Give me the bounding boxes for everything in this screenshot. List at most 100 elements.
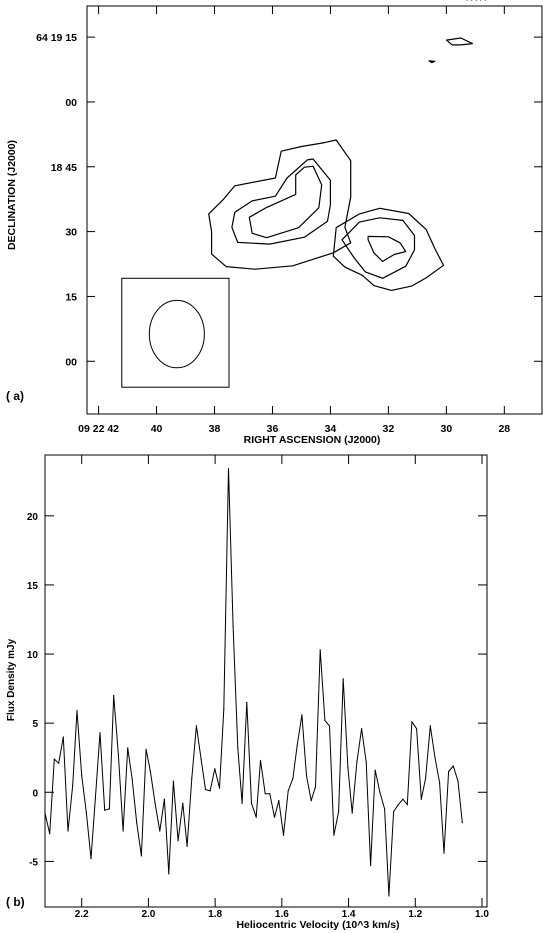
spectrum-point	[319, 649, 321, 651]
y-tick-label: 15	[27, 581, 39, 592]
contour-line	[208, 139, 352, 270]
spectrum-point	[145, 748, 147, 751]
spectrum-point	[237, 747, 239, 749]
spectrum-point	[209, 790, 211, 792]
beam-ellipse	[148, 299, 205, 369]
x-tick-label: 1.2	[408, 909, 422, 920]
spectrum-point	[411, 721, 413, 723]
spectrum-point	[278, 800, 280, 802]
spectrum-point	[397, 804, 399, 806]
contour-line	[248, 165, 323, 239]
spectrum-point	[370, 864, 372, 867]
spectrum-point	[58, 762, 60, 764]
spectrum-point	[53, 758, 55, 760]
panel-b-xlabel: Heliocentric Velocity (10^3 km/s)	[236, 919, 399, 931]
spectrum-point	[127, 747, 129, 749]
panel-a-frame	[86, 5, 543, 415]
spectrum-point	[168, 873, 170, 875]
spectrum-point	[379, 791, 381, 793]
y-tick-label: 0	[32, 788, 38, 799]
spectrum-point	[314, 786, 317, 788]
spectrum-point	[461, 822, 463, 824]
spectrum-point	[457, 780, 459, 782]
x-tick-label: 38	[209, 423, 221, 435]
x-tick-label: 2.0	[141, 909, 155, 920]
contour-line	[231, 158, 331, 245]
spectrum-point	[347, 766, 349, 769]
spectrum-point	[264, 793, 266, 795]
spectrum-point	[94, 797, 96, 799]
spectrum-point	[406, 804, 408, 806]
spectrum-point	[273, 816, 276, 818]
spectrum-point	[255, 816, 257, 818]
x-tick-label: 1.6	[275, 909, 289, 920]
spectrum-point	[49, 833, 51, 835]
spectrum-point	[282, 834, 285, 836]
x-tick-label: 32	[383, 423, 395, 435]
spectrum-point	[361, 728, 363, 730]
spectrum-point	[182, 802, 184, 804]
spectrum-point	[191, 777, 193, 780]
spectrum-point	[227, 468, 230, 470]
x-tick-label: 1.4	[342, 909, 356, 920]
y-tick-label: 64 19 15	[36, 32, 77, 44]
spectrum-point	[374, 769, 376, 771]
panel-b-frame	[44, 454, 488, 908]
y-tick-label: 00	[65, 356, 77, 368]
spectrum-line	[44, 468, 463, 897]
y-tick-label: 30	[65, 227, 77, 239]
y-tick-label: 20	[27, 512, 39, 523]
spectrum-point	[466, 0, 468, 1]
spectrum-point	[328, 725, 331, 727]
panel-a-ylabel: DECLINATION (J2000)	[6, 140, 18, 250]
spectrum-point	[287, 790, 289, 792]
y-tick-label: 18 45	[51, 162, 77, 174]
spectrum-point	[365, 761, 367, 763]
spectrum-point	[241, 802, 243, 804]
x-tick-label: 36	[267, 423, 279, 435]
spectrum-point	[195, 725, 197, 727]
panel-b-spectrum: 2.2 2.0 1.8 1.6 1.4 1.2 1.0 -5 0 5 10 15 20 ( b) Hel…	[6, 0, 489, 931]
spectrum-point	[434, 757, 436, 759]
y-tick-label: 5	[32, 719, 38, 730]
spectrum-point	[99, 732, 101, 734]
spectrum-point	[333, 834, 335, 836]
spectrum-point	[310, 800, 312, 802]
spectrum-point	[186, 845, 188, 847]
panel-a-contour-map: 09 22 42 40 38 36 34 32 30 28 64 19 15 00 18 45 30 1…	[6, 5, 543, 446]
spectrum-point	[484, 0, 486, 1]
panel-b-ticks: 2.2 2.0 1.8 1.6 1.4 1.2 1.0 -5 0 5 10 15 20	[27, 455, 489, 920]
contour-line	[341, 217, 416, 279]
spectrum-point	[250, 802, 253, 804]
spectrum-point	[292, 777, 294, 780]
spectrum-point	[388, 895, 390, 897]
panel-a-contours	[208, 37, 473, 291]
spectrum-point	[76, 710, 78, 712]
panel-a-xlabel: RIGHT ASCENSION (J2000)	[244, 434, 381, 446]
panel-a-label: ( a)	[6, 389, 24, 403]
panel-b-ylabel: Flux Density mJy	[6, 638, 17, 721]
spectrum-point	[214, 768, 216, 770]
y-tick-label: -5	[29, 857, 38, 868]
panel-a-ticks: 09 22 42 40 38 36 34 32 30 28 64 19 15 00 18 45 30 1…	[36, 6, 542, 435]
spectrum-point	[117, 754, 119, 756]
beam-inset	[121, 277, 230, 388]
spectrum-point	[296, 744, 298, 746]
spectrum-point	[439, 782, 441, 784]
spectrum-point	[81, 775, 83, 777]
x-tick-label: 1.0	[475, 909, 489, 920]
spectrum-point	[108, 808, 110, 810]
spectrum-point	[122, 830, 124, 832]
x-tick-label: 28	[498, 423, 510, 435]
spectrum-point	[154, 802, 156, 804]
spectrum-point	[113, 694, 115, 697]
x-tick-label: 30	[441, 423, 453, 435]
spectrum-point	[452, 765, 454, 767]
spectrum-point	[351, 812, 353, 814]
spectrum-point	[104, 809, 106, 811]
x-tick-label: 34	[325, 423, 337, 435]
contour-line	[367, 235, 407, 262]
spectrum-point	[246, 701, 248, 704]
spectrum-point	[269, 793, 271, 795]
